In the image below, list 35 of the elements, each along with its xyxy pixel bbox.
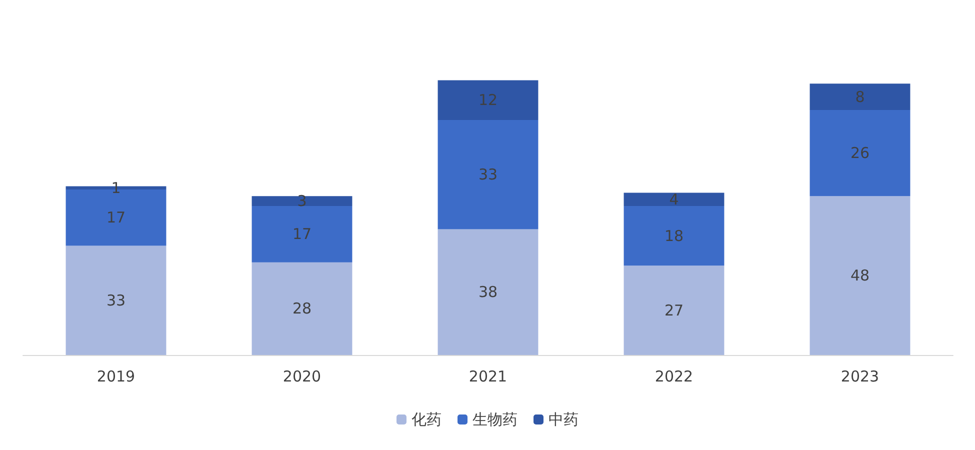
- x-tick-label: 2023: [840, 368, 880, 386]
- data-label: 17: [292, 225, 312, 244]
- legend-label: 化药: [412, 410, 442, 428]
- bar: [624, 266, 724, 355]
- data-label: 33: [478, 166, 498, 184]
- data-label: 38: [478, 283, 498, 302]
- bar: [624, 192, 724, 206]
- data-label: 26: [850, 144, 870, 162]
- bar: [438, 229, 538, 355]
- x-tick-label: 2020: [282, 368, 322, 386]
- data-label: 33: [106, 291, 126, 310]
- bar: [438, 80, 538, 120]
- bar: [252, 262, 352, 355]
- bar: [66, 246, 166, 355]
- bar: [810, 84, 910, 110]
- data-label: 4: [669, 190, 679, 208]
- legend-label: 生物药: [472, 410, 518, 428]
- x-tick-label: 2021: [468, 368, 508, 386]
- data-label: 17: [106, 208, 126, 227]
- bar: [252, 196, 352, 206]
- data-label: 18: [664, 226, 684, 245]
- bar: [252, 206, 352, 262]
- data-label: 27: [664, 301, 684, 320]
- bar: [624, 206, 724, 266]
- data-label: 28: [292, 300, 312, 318]
- data-label: 48: [850, 266, 870, 285]
- bar: [438, 120, 538, 230]
- x-tick-label: 2022: [654, 368, 694, 386]
- bar: [810, 196, 910, 355]
- x-tick-label: 2019: [96, 368, 136, 386]
- data-label: 8: [855, 88, 865, 106]
- data-label: 12: [478, 91, 498, 110]
- bar: [810, 110, 910, 196]
- legend-label: 中药: [548, 410, 578, 428]
- data-label: 3: [297, 192, 307, 210]
